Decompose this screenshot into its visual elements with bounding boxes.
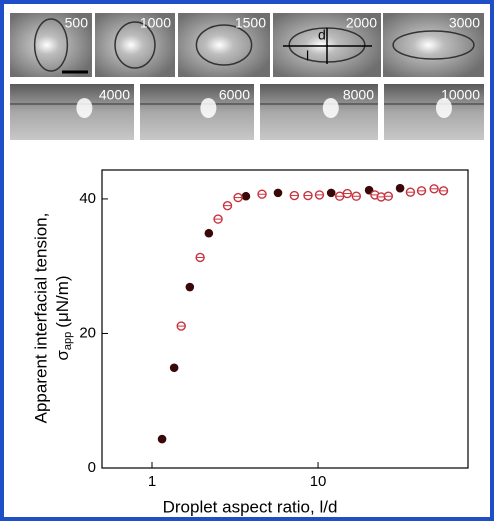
y-tick-label: 20	[79, 324, 96, 341]
panel-label: 8000	[343, 87, 374, 103]
image-panel	[383, 13, 484, 77]
droplet	[195, 24, 253, 66]
image-panel	[384, 84, 484, 140]
panel-label: 1000	[140, 15, 171, 31]
image-panel	[140, 84, 254, 140]
panel-label: 10000	[441, 87, 480, 103]
marker	[185, 282, 195, 292]
data-point	[416, 186, 427, 196]
data-point	[176, 321, 186, 331]
image-panel	[10, 84, 134, 140]
annotation: l	[306, 48, 309, 64]
data-point	[169, 363, 179, 373]
marker	[273, 188, 283, 198]
y-axis-label: Apparent interfacial tension,	[31, 213, 50, 424]
data-point	[438, 186, 449, 196]
data-point	[241, 191, 251, 201]
droplet	[114, 21, 156, 69]
image-panel	[178, 13, 270, 77]
data-point	[314, 190, 325, 200]
marker	[241, 191, 251, 201]
glare	[436, 98, 452, 118]
droplet	[392, 30, 475, 60]
panel-label: 500	[65, 15, 89, 31]
data-point	[204, 228, 214, 238]
marker	[326, 188, 336, 198]
panel-label: 2000	[346, 15, 377, 31]
glare	[76, 98, 93, 118]
y-symbol: σ	[53, 350, 72, 361]
x-tick-label: 10	[310, 473, 327, 490]
data-point	[195, 252, 205, 263]
data-point	[303, 190, 313, 201]
y-unit: (μN/m)	[53, 275, 72, 327]
panel-label: 1500	[235, 15, 266, 31]
data-point	[185, 282, 195, 292]
image-panel	[260, 84, 378, 140]
droplet	[33, 18, 69, 72]
plot-frame	[101, 169, 469, 469]
annotation: d	[318, 27, 326, 43]
panel-label: 3000	[449, 15, 480, 31]
marker	[157, 434, 167, 444]
data-point	[157, 434, 167, 444]
data-point	[222, 200, 233, 211]
marker	[169, 363, 179, 373]
data-point	[257, 189, 267, 199]
image-panel	[10, 13, 92, 77]
data-point	[233, 192, 243, 203]
y-tick-label: 0	[88, 459, 96, 476]
data-point	[289, 190, 300, 201]
y-axis-label-symbol: σapp (μN/m)	[53, 275, 73, 360]
data-point	[213, 214, 223, 224]
x-axis-label: Droplet aspect ratio, l/d	[163, 497, 338, 516]
data-point	[326, 188, 336, 198]
data-point	[429, 184, 439, 194]
x-tick-label: 1	[148, 473, 156, 490]
data-point	[405, 187, 416, 197]
data-point	[334, 191, 345, 201]
image-panels: 500 1000 1500 2000 3000 dl 4000 6000 8000 10000	[10, 13, 484, 140]
marker	[204, 228, 214, 238]
y-subscript: app	[62, 332, 74, 350]
image-panel	[95, 13, 175, 77]
data-point	[383, 191, 394, 201]
data-point	[395, 183, 405, 193]
y-tick-label: 40	[79, 190, 96, 207]
glare	[200, 98, 217, 118]
panel-label: 6000	[219, 87, 250, 103]
data-point	[342, 188, 352, 199]
data-point	[273, 188, 283, 198]
chart: Droplet aspect ratio, l/d Apparent inter…	[31, 169, 469, 516]
data-point	[351, 191, 362, 201]
glare	[322, 98, 339, 118]
marker	[395, 183, 405, 193]
panel-label: 4000	[99, 87, 130, 103]
